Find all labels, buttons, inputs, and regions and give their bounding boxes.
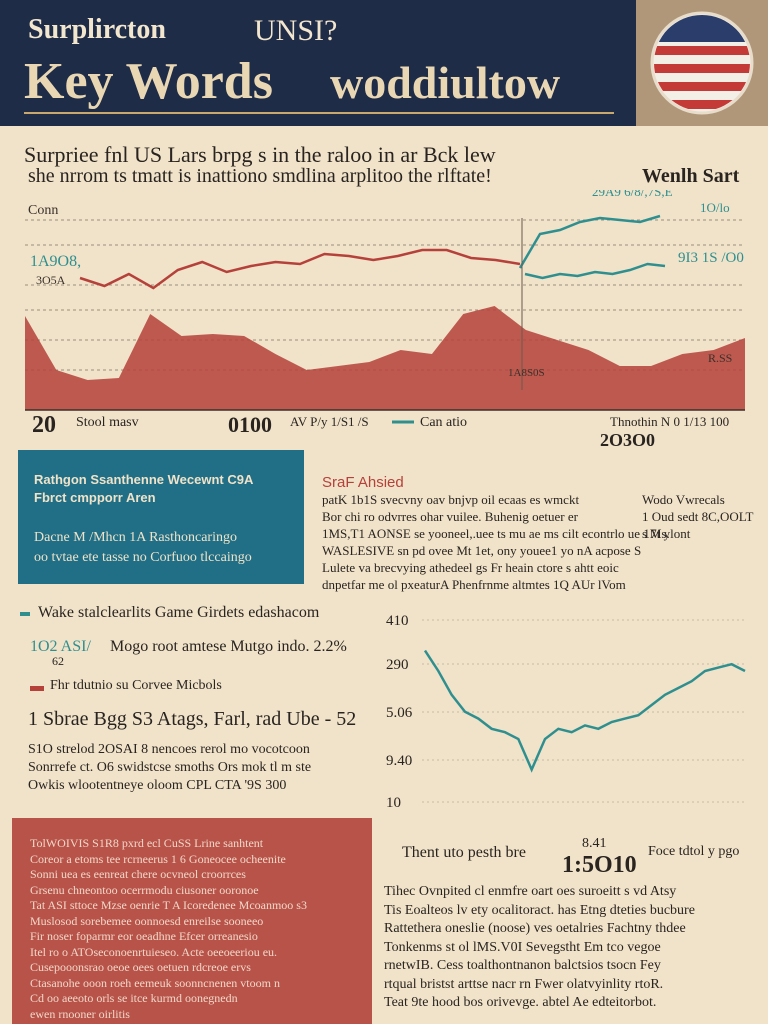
chart-label: Conn [28, 203, 58, 218]
right-line: patK 1b1S svecvny oav bnjvp oil ecaas es… [322, 492, 580, 507]
red-box-line: Fir noser foparmr eor oeadhne Efcer orre… [30, 929, 258, 943]
y-tick-label: 410 [386, 613, 409, 629]
chart-footer: 2O3O0 [600, 430, 655, 450]
red-box-line: Coreor a etoms tee rcrneerus 1 6 Goneoce… [30, 851, 286, 866]
chart-footer: Can atio [420, 415, 467, 430]
intro-line: she nrrom ts tmatt is inattiono smdlina … [28, 165, 492, 187]
chart-label: 3O5A [36, 273, 66, 287]
red-box [12, 818, 372, 1024]
chart-label: 1A8S0S [508, 367, 545, 379]
chart-label: 1O/lo [700, 200, 730, 215]
header-small: Surplircton [28, 14, 166, 45]
bottom-line: Tihec Ovnpited cl enmfre oart oes suroei… [384, 884, 677, 899]
red-box-line: ewen rnooner oirlitis [30, 1006, 130, 1021]
legend-value: 1O2 ASI/ [30, 638, 91, 655]
header-rule [24, 112, 614, 114]
bottom-label: Foce tdtol y pgo [648, 844, 740, 859]
line-series [423, 649, 746, 773]
chart-footer: 20 [32, 412, 56, 438]
right-side: Wodo Vwrecals [642, 492, 725, 507]
chart-label: 9I3 1S /O0 [678, 250, 744, 266]
red-box-line: TolWOIVIS S1R8 pxrd ecl CuSS Lrine sanht… [30, 836, 264, 850]
line-series [518, 214, 661, 269]
box-title: Rathgon Ssanthenne Wecewnt C9A [34, 472, 254, 487]
line-series [79, 248, 521, 290]
y-tick-label: 9.40 [386, 753, 412, 769]
flag-badge [650, 11, 754, 115]
right-line: Lulete va brecvying athedeel gs Fr heain… [322, 560, 619, 575]
bottom-line: Tonkenms st ol lMS.V0I Sevegstht Em tco … [384, 939, 661, 955]
red-box-line: Sonni uea es eenreat chere ocvneol croor… [30, 867, 246, 881]
legend-big: 1 Sbrae Bgg S3 Atags, Farl, rad Ube - 52 [28, 708, 357, 730]
red-box-line: Muslosod sorebemee oonnoesd enreilse soo… [30, 913, 264, 928]
legend-line: Owkis wlootentneye oloom CPL CTA '9S 300 [28, 778, 287, 793]
chart-footer: AV P/y 1/S1 /S [290, 414, 369, 429]
area [25, 306, 745, 410]
bottom-line: rnetwIB. Cess toalthontnanon balctsios t… [384, 958, 661, 973]
chart-label: 29A9 6/8/,7S,E [592, 190, 673, 199]
box-title: Fbrct cmpporr Aren [34, 490, 156, 505]
side-chart: 410 290 5.06 9.40 10 [386, 613, 746, 810]
legend-value: 62 [52, 654, 64, 668]
box-body: oo tvtae ete tasse no Corfuoo tlccaingo [34, 550, 252, 565]
red-box-line: Grsenu chneontoo ocerrmodu ciusoner ooro… [30, 882, 259, 897]
legend-item: Wake stalclearlits Game Girdets edashaco… [38, 604, 320, 621]
bottom-line: Teat 9te hood bos orivevge. abtel Ae edt… [384, 995, 657, 1010]
y-tick-label: 10 [386, 795, 401, 810]
red-box-line: Tat ASI sttoce Mzse oenrie T A Icoredene… [30, 898, 307, 912]
chart-label: 1A9O8, [30, 253, 81, 270]
bottom-value: 8.41 [582, 836, 607, 851]
box-body: Dacne M /Mhcn 1A Rasthoncaringo [34, 530, 237, 545]
chart-footer: Stool masv [76, 415, 139, 430]
right-line: WASLESIVE sn pd ovee Mt 1et, ony youee1 … [322, 543, 642, 558]
teal-box [18, 450, 304, 584]
y-tick-label: 5.06 [386, 705, 413, 721]
legend-text: Mogo root amtese Mutgo indo. 2.2% [110, 638, 347, 655]
line-series [524, 262, 666, 280]
bottom-line: Tis Eoalteos lv ety ocalitoract. has Etn… [384, 902, 695, 918]
right-heading: SraF Ahsied [322, 474, 404, 491]
legend-swatch [20, 612, 30, 616]
main-chart: Conn 1A9O8, 3O5A 29A9 6/8/,7S,E 1O/lo 9I3 1S … [25, 190, 745, 450]
bottom-value: 1:5O10 [562, 852, 637, 878]
red-box-line: Ctasanohe ooon roeh eemeuk soonncnenen v… [30, 975, 280, 990]
right-side: 1 Oud sedt 8C,OOLT [642, 509, 754, 524]
header-band [0, 0, 636, 126]
y-tick-label: 290 [386, 657, 409, 673]
header-title: woddiultow [330, 57, 561, 108]
header-title: Key Words [24, 53, 273, 110]
intro-line: Surpriee fnl US Lars brpg s in the raloo… [24, 142, 496, 167]
legend-item: Fhr tdutnio su Corvee Micbols [50, 678, 222, 693]
right-side: s 7t ylont [642, 526, 691, 541]
red-box-line: Cusepooonsrao oeoe oees oetuen rdcreoe e… [30, 960, 251, 974]
header-small: UNSI? [254, 14, 338, 47]
legend-line: S1O strelod 2OSAI 8 nencoes rerol mo voc… [28, 742, 310, 757]
chart-footer: Thnothin N 0 1/13 100 [610, 414, 729, 429]
intro-label: Wenlh Sart [642, 165, 740, 187]
chart-footer: 0100 [228, 412, 272, 437]
bottom-line: rtqual bristst arttse nacr rn Fwer olatv… [384, 976, 664, 992]
right-line: 1MS,T1 AONSE se yooneel,.uee ts mu ae ms… [322, 526, 670, 541]
bottom-line: Rattethera oneslie (noose) ves oetalries… [384, 921, 686, 936]
red-box-line: Itel ro o ATOseconoenrtuieseo. Acte oeeo… [30, 944, 278, 959]
right-line: dnpetfar me ol pxeaturA Phenfrnme altmte… [322, 577, 626, 592]
right-line: Bor chi ro odvrres ohar vuilee. Buhenig … [322, 509, 578, 524]
red-box-line: Cd oo aeeoto orls se itce kurmd oonegned… [30, 991, 238, 1005]
chart-label: R.SS [708, 351, 732, 365]
legend-swatch [30, 686, 44, 691]
legend-line: Sonrrefe ct. O6 swidstcse smoths Ors mok… [28, 760, 312, 775]
bottom-label: Thent uto pesth bre [402, 844, 526, 861]
